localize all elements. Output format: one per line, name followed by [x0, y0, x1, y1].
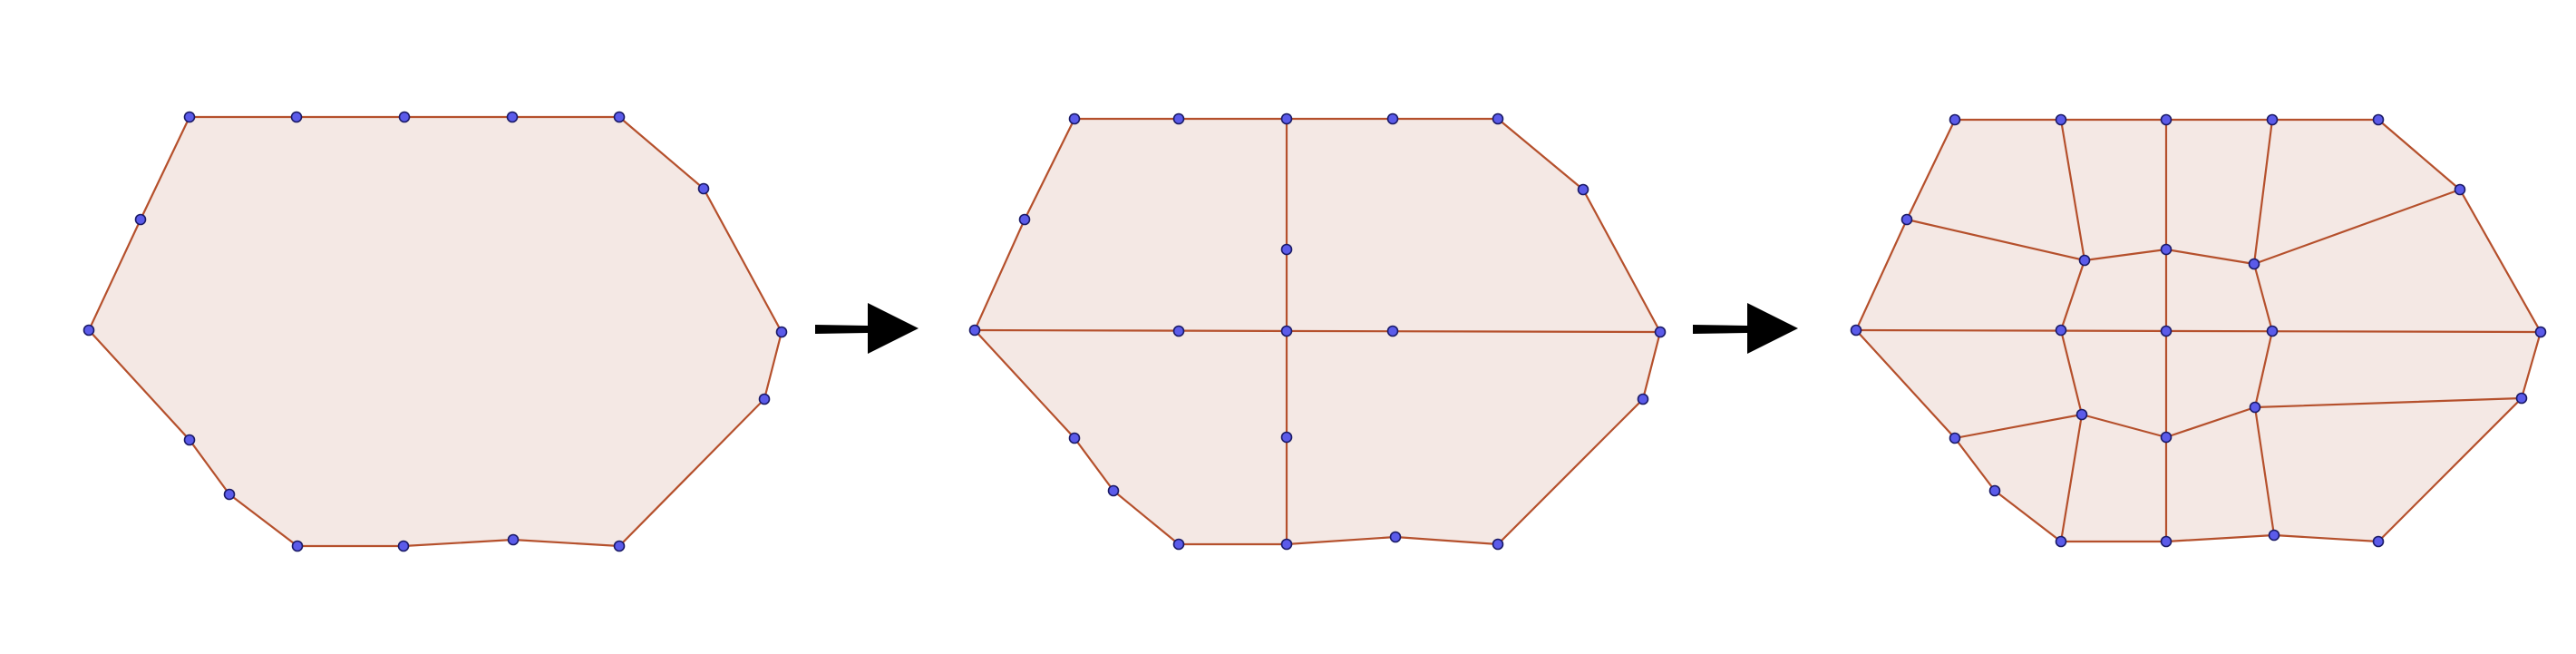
boundary-vertex [1107, 484, 1120, 497]
mesh-edge [2059, 328, 2084, 416]
boundary-vertex [2160, 113, 2173, 126]
boundary-vertex [2055, 113, 2067, 126]
interior-vertex [2249, 401, 2261, 414]
boundary-vertex [1172, 112, 1185, 125]
boundary-vertex [134, 213, 147, 226]
boundary-vertex [1988, 484, 2001, 497]
boundary-vertex [291, 540, 304, 552]
interior-vertex [2248, 258, 2260, 270]
boundary-vertex [223, 488, 236, 501]
mesh-edge [2253, 405, 2276, 537]
boundary-vertex [1900, 213, 1913, 226]
panel-final-quad-mesh [1850, 113, 2547, 548]
horizontal-split-line [973, 328, 1662, 334]
mesh-edge [2252, 262, 2274, 333]
boundary-vertex [758, 393, 771, 405]
boundary-vertex [1389, 531, 1402, 543]
boundary-vertex [507, 533, 520, 546]
boundary-vertex [2268, 529, 2280, 542]
boundary-vertex [1068, 432, 1081, 444]
mesh-edge [1905, 218, 2086, 262]
interior-vertex [1280, 431, 1293, 444]
interior-vertex [2075, 408, 2088, 421]
boundary-vertex [613, 111, 626, 123]
interior-vertex [2078, 254, 2091, 267]
boundary-vertex [775, 326, 788, 338]
boundary-vertex [2372, 535, 2385, 548]
boundary-vertex [2266, 113, 2279, 126]
boundary-vertex [83, 324, 95, 337]
boundary-vertex [183, 434, 196, 446]
mesh-edge [1854, 328, 2542, 334]
boundary-vertex [1068, 112, 1081, 125]
boundary-vertex [613, 540, 626, 552]
boundary-vertex [2454, 183, 2466, 196]
boundary-vertex [1577, 183, 1589, 196]
right-arrow-icon [815, 303, 919, 354]
boundary-vertex [1018, 213, 1031, 226]
boundary-vertex [398, 111, 411, 123]
boundary-vertex [2055, 535, 2067, 548]
boundary-vertex [1280, 538, 1293, 551]
boundary-vertex [506, 111, 519, 123]
mesh-edge [2253, 329, 2274, 409]
boundary-vertex [1637, 393, 1649, 405]
boundary-vertex [1280, 112, 1293, 125]
boundary-vertex [968, 324, 981, 337]
mesh-edge [2253, 396, 2523, 409]
interior-vertex [1280, 325, 1293, 337]
mesh-edge [1953, 413, 2084, 440]
interior-vertex [1172, 325, 1185, 337]
boundary-vertex [1949, 432, 1961, 444]
boundary-vertex [290, 111, 303, 123]
interior-vertex [2160, 431, 2173, 444]
boundary-vertex [1492, 538, 1504, 551]
boundary-vertex [2372, 113, 2385, 126]
boundary-vertex [1850, 324, 1862, 337]
boundary-vertex [397, 540, 410, 552]
boundary-vertex [697, 182, 710, 195]
right-arrow-icon [1693, 303, 1798, 354]
interior-vertex [2055, 324, 2067, 337]
mesh-edge [2080, 413, 2168, 439]
boundary-vertex [2515, 392, 2528, 405]
interior-vertex [2160, 325, 2173, 337]
boundary-vertex [183, 111, 196, 123]
interior-vertex [2266, 325, 2279, 337]
mesh-edge [2164, 248, 2256, 266]
mesh-edge [2059, 413, 2084, 543]
boundary-vertex [2534, 326, 2547, 338]
boundary-vertex [1949, 113, 1961, 126]
interior-vertex [1386, 325, 1399, 337]
mesh-edge [2164, 405, 2257, 439]
mesh-edge [2059, 118, 2086, 262]
boundary-vertex [1492, 112, 1504, 125]
mesh-edge [2252, 118, 2274, 266]
boundary-vertex [1172, 538, 1185, 551]
boundary-vertex [2160, 535, 2173, 548]
boundary-vertex [1386, 112, 1399, 125]
interior-vertex [1280, 243, 1293, 256]
mesh-edge [2252, 188, 2462, 266]
interior-vertex [2160, 243, 2173, 256]
boundary-vertex [1654, 326, 1667, 338]
panel-input-polygon [83, 111, 788, 552]
mesh-edge [2059, 259, 2086, 332]
input-polygon-fill [89, 117, 782, 546]
panel-first-subdivision [968, 112, 1667, 551]
mesh-edge [2083, 248, 2168, 262]
